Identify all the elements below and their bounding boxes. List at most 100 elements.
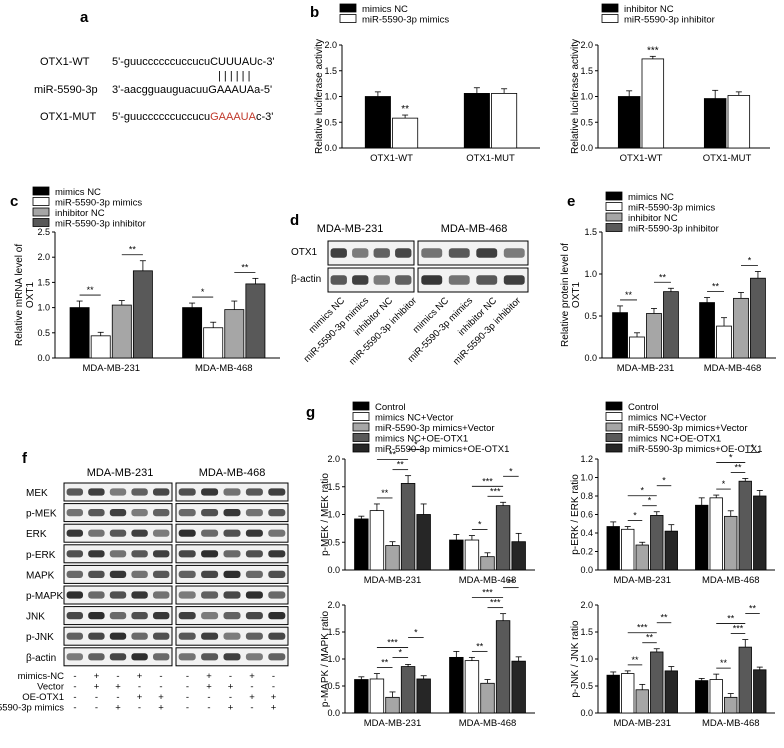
y-tick-label: 0.5 — [324, 117, 337, 127]
condition-mark: + — [94, 671, 100, 682]
y-axis-title: Relative protein level of — [560, 243, 571, 347]
legend-label: miR-5590-3p inhibitor — [628, 224, 719, 235]
x-tick-label: MDA-MB-468 — [702, 718, 760, 729]
blot-f-right-band — [245, 550, 263, 558]
condition-mark: + — [228, 682, 234, 693]
blot-f-left-band — [109, 488, 127, 496]
blot-d-right-band — [421, 275, 443, 285]
x-tick-label: OTX1-WT — [370, 153, 413, 164]
y-tick-label: 1.0 — [327, 654, 340, 664]
blot-f-left-band — [131, 653, 148, 661]
significance-label: *** — [490, 598, 501, 608]
chart-c: 0.0 0.5 1.0 1.5 2.0 2.5 Relative mRNA level of… — [14, 186, 280, 374]
significance-label: * — [414, 440, 418, 450]
y-tick-label: 0.5 — [580, 681, 593, 691]
y-tick-label: 1.0 — [580, 654, 593, 664]
y-axis-title: p-JNK / JNK ratio — [570, 620, 581, 698]
bar — [709, 679, 723, 714]
blot-f-left-band — [152, 612, 170, 620]
blot-f-right-band — [201, 612, 219, 620]
condition-mark: - — [159, 671, 162, 682]
legend-label: miR-5590-3p inhibitor — [55, 219, 146, 230]
significance-label: ** — [659, 272, 667, 282]
significance-label: * — [399, 648, 403, 658]
condition-mark: - — [186, 692, 189, 703]
y-tick-label: 2.0 — [580, 600, 593, 610]
blot-f-right-band — [245, 653, 263, 661]
blot-d-left-band — [395, 248, 412, 258]
blot-f-left-band — [88, 632, 105, 640]
y-axis-title: p-MAPK / MAPK ratio — [320, 610, 331, 707]
bar — [511, 660, 526, 714]
blot-d-right-band — [476, 248, 498, 258]
bar — [491, 93, 518, 149]
x-tick-label: MDA-MB-231 — [613, 575, 671, 586]
x-tick-label: MDA-MB-231 — [364, 575, 422, 586]
legend-label: inhibitor NC — [628, 213, 678, 224]
condition-label: miR-5590-3p mimics — [0, 703, 64, 714]
significance-label: *** — [490, 486, 501, 496]
y-tick-label: 2.0 — [580, 40, 593, 50]
condition-label: mimics-NC — [18, 671, 65, 682]
blot-f-right-band — [223, 632, 241, 640]
y-tick-label: 0.5 — [327, 537, 340, 547]
legend-swatch — [339, 3, 357, 13]
bar — [385, 545, 400, 571]
significance-label: *** — [647, 45, 659, 56]
significance-label: * — [648, 496, 652, 506]
bar — [392, 117, 419, 149]
x-tick-label: MDA-MB-468 — [702, 575, 760, 586]
bar — [182, 307, 203, 359]
blot-d-right-band — [448, 248, 470, 258]
bar — [629, 336, 645, 359]
blot-row-label: MEK — [26, 488, 48, 499]
blot-f-left-band — [109, 509, 127, 517]
condition-mark: - — [207, 692, 210, 703]
y-tick-label: 0.0 — [580, 708, 593, 718]
x-tick-label: MDA-MB-231 — [617, 363, 675, 374]
significance-label: ** — [712, 282, 720, 292]
bar — [385, 696, 400, 714]
bar — [511, 541, 526, 571]
bar — [617, 96, 641, 149]
bar — [416, 514, 431, 571]
legend-label: mimics NC+Vector — [375, 413, 453, 424]
significance-label: ** — [720, 658, 728, 668]
significance-label: * — [729, 452, 733, 462]
bar — [703, 98, 727, 149]
condition-mark: - — [73, 692, 76, 703]
y-axis-title: p-ERK / ERK ratio — [570, 474, 581, 555]
blot-f-right-band — [201, 550, 219, 558]
y-tick-label: 2.0 — [327, 600, 340, 610]
bar — [495, 505, 511, 571]
condition-mark: + — [206, 682, 212, 693]
significance-label: * — [748, 255, 752, 265]
chart-e: 0.0 0.5 1.0 1.5 Relative protein level of OXT… — [560, 191, 776, 374]
condition-mark: - — [186, 703, 189, 714]
y-tick-label: 0.0 — [327, 565, 340, 575]
blot-f-right-band — [178, 529, 196, 537]
condition-mark: + — [158, 703, 164, 714]
bar — [641, 58, 665, 149]
y-tick-label: 0.0 — [580, 565, 593, 575]
bar — [650, 515, 664, 571]
blot-f-left-band — [66, 509, 84, 517]
legend-label: mimics NC+OE-OTX1 — [375, 434, 468, 445]
legend-label: miR-5590-3p mimics+Vector — [628, 423, 748, 434]
blot-row-label: p-JNK — [26, 632, 54, 643]
legend-swatch — [32, 207, 50, 217]
bar — [664, 530, 678, 571]
blot-f-right-band — [268, 612, 286, 620]
legend-label: inhibitor NC — [624, 4, 674, 15]
significance-label: ** — [381, 488, 389, 498]
bar — [111, 304, 132, 359]
y-tick-label: 1.5 — [580, 627, 593, 637]
legend-label: mimics NC — [628, 192, 674, 203]
significance-label: ** — [401, 104, 409, 115]
blot-f-right-band — [245, 488, 263, 496]
condition-mark: - — [186, 682, 189, 693]
legend-swatch — [605, 433, 623, 442]
legend-swatch — [32, 218, 50, 227]
